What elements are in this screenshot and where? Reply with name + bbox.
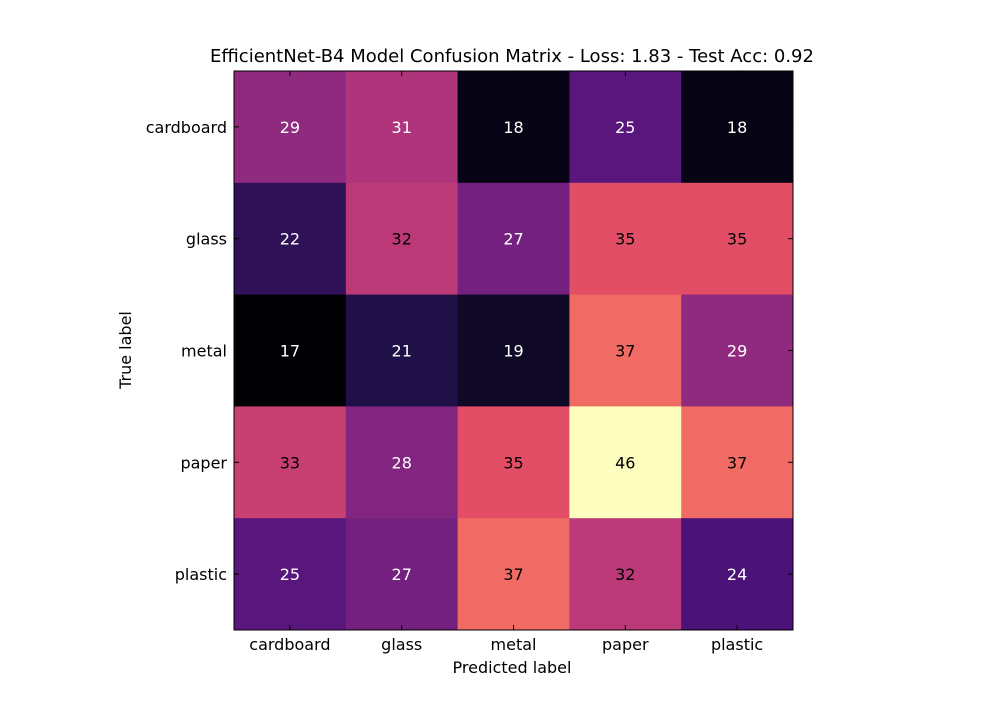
x-tick-label: metal: [491, 635, 537, 654]
cell-value-labels: 29 31 18 25 18 22 32 27 35 35 17 21 19 37 29 33 28 35 46 37…: [280, 118, 748, 584]
cell-value-label: 28: [392, 453, 412, 472]
cell-value-label: 37: [727, 453, 747, 472]
heatmap-cell-metal-paper: [569, 294, 682, 407]
y-tick-label: glass: [186, 230, 227, 249]
x-axis-label: Predicted label: [453, 658, 572, 677]
cell-value-label: 18: [503, 118, 523, 137]
heatmap-cell-plastic-paper: [569, 518, 682, 631]
heatmap-cell-cardboard-cardboard: [234, 71, 347, 184]
heatmap-cell-glass-glass: [345, 182, 459, 296]
chart-title: EfficientNet-B4 Model Confusion Matrix -…: [210, 46, 814, 67]
heatmap-cell-paper-metal: [457, 406, 570, 519]
heatmap-cell-cardboard-metal: [457, 71, 570, 184]
heatmap-cell-glass-plastic: [681, 182, 794, 296]
cell-value-label: 18: [727, 118, 747, 137]
cell-value-label: 37: [503, 565, 523, 584]
cell-value-label: 32: [615, 565, 635, 584]
cell-value-label: 27: [392, 565, 412, 584]
cell-value-label: 29: [280, 118, 300, 137]
y-tick-label: metal: [181, 342, 227, 361]
cell-value-label: 31: [392, 118, 412, 137]
cell-value-label: 29: [727, 342, 747, 361]
cell-value-label: 21: [392, 342, 412, 361]
y-tick-label: plastic: [175, 565, 227, 584]
cell-value-label: 35: [503, 453, 523, 472]
heatmap-cell-metal-cardboard: [234, 294, 347, 407]
cell-value-label: 25: [280, 565, 300, 584]
x-tick-label: plastic: [711, 635, 763, 654]
heatmap-cell-plastic-plastic: [681, 518, 794, 631]
cell-value-label: 37: [615, 342, 635, 361]
cell-value-label: 35: [727, 230, 747, 249]
heatmap-cell-plastic-metal: [457, 518, 570, 631]
heatmap-cell-metal-metal: [457, 294, 570, 407]
cell-value-label: 32: [392, 230, 412, 249]
cell-value-label: 25: [615, 118, 635, 137]
x-tick-label: paper: [602, 635, 649, 654]
heatmap-cell-cardboard-glass: [345, 71, 459, 184]
heatmap-cell-metal-plastic: [681, 294, 794, 407]
cell-value-label: 24: [727, 565, 747, 584]
cell-value-label: 17: [280, 342, 300, 361]
heatmap-cell-paper-glass: [345, 406, 459, 519]
heatmap-cells: [234, 71, 794, 631]
y-axis-label: True label: [116, 311, 135, 390]
cell-value-label: 19: [503, 342, 523, 361]
x-tick-label: cardboard: [249, 635, 330, 654]
heatmap-cell-paper-cardboard: [234, 406, 347, 519]
heatmap-cell-paper-plastic: [681, 406, 794, 519]
y-tick-label: paper: [180, 453, 227, 472]
heatmap-cell-cardboard-plastic: [681, 71, 794, 184]
axes: cardboard glass metal paper plastic cardboard…: [146, 70, 794, 654]
heatmap-cell-paper-paper: [569, 406, 682, 519]
cell-value-label: 22: [280, 230, 300, 249]
heatmap-cell-glass-cardboard: [234, 182, 347, 296]
cell-value-label: 35: [615, 230, 635, 249]
heatmap-cell-plastic-cardboard: [234, 518, 347, 631]
y-tick-label: cardboard: [146, 118, 227, 137]
cell-value-label: 33: [280, 453, 300, 472]
x-tick-label: glass: [381, 635, 422, 654]
cell-value-label: 46: [615, 453, 635, 472]
cell-value-label: 27: [503, 230, 523, 249]
heatmap-cell-glass-paper: [569, 182, 682, 296]
heatmap-cell-metal-glass: [345, 294, 459, 407]
heatmap-cell-cardboard-paper: [569, 71, 682, 184]
heatmap-cell-glass-metal: [457, 182, 570, 296]
heatmap-cell-plastic-glass: [345, 518, 459, 631]
